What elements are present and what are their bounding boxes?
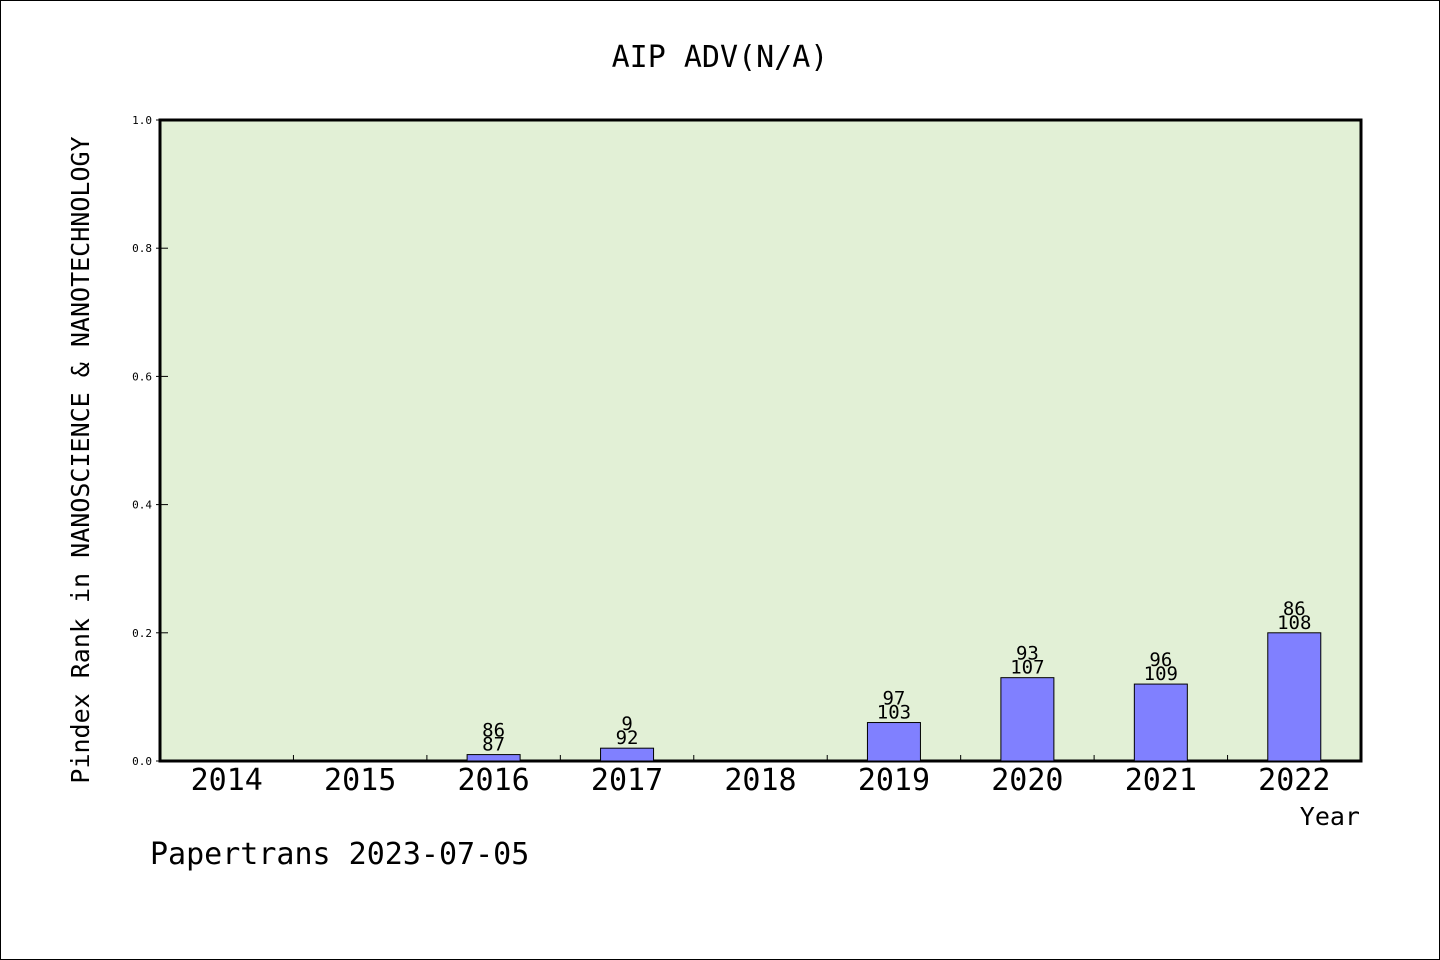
x-tick-label: 2021 xyxy=(1125,763,1197,798)
y-tick-label: 0.2 xyxy=(132,627,152,640)
bar xyxy=(866,722,921,762)
watermark-text: Papertrans 2023-07-05 xyxy=(150,837,529,872)
x-tick-label: 2022 xyxy=(1258,763,1330,798)
bar-label-top: 96 xyxy=(1149,649,1172,671)
bar-label-bottom: 108 xyxy=(1277,612,1311,634)
bar-label-top: 86 xyxy=(1283,598,1306,620)
bar xyxy=(600,747,655,762)
x-tick-label: 2020 xyxy=(991,763,1063,798)
y-tick-label: 0.8 xyxy=(132,242,152,255)
y-tick-label: 0.0 xyxy=(132,755,152,768)
bars xyxy=(466,632,1322,762)
x-tick-label: 2018 xyxy=(724,763,796,798)
bar-label-bottom: 109 xyxy=(1144,663,1178,685)
x-tick-label: 2014 xyxy=(191,763,263,798)
x-axis-label: Year xyxy=(1300,802,1360,831)
bar xyxy=(1133,683,1188,762)
y-tick-label: 0.6 xyxy=(132,370,152,383)
chart-title: AIP ADV(N/A) xyxy=(612,40,829,75)
x-tick-label: 2019 xyxy=(858,763,930,798)
x-tick-label: 2015 xyxy=(324,763,396,798)
y-axis-label: Pindex Rank in NANOSCIENCE & NANOTECHNOL… xyxy=(66,136,95,783)
bar-label-bottom: 92 xyxy=(616,727,639,749)
bar-label-bottom: 103 xyxy=(877,702,911,724)
bar-label-top: 86 xyxy=(482,720,505,742)
bar-label-top: 97 xyxy=(882,688,905,710)
bar xyxy=(1000,677,1055,762)
bar-label-top: 93 xyxy=(1016,643,1039,665)
y-tick-label: 1.0 xyxy=(132,114,152,127)
bar xyxy=(466,754,521,762)
plot-area xyxy=(158,118,1363,763)
y-axis-ticks: 0.0 0.2 0.4 0.6 0.8 1.0 xyxy=(132,114,168,768)
bar-label-top: 9 xyxy=(621,713,632,735)
bar-label-bottom: 87 xyxy=(482,734,505,756)
x-tick-label: 2017 xyxy=(591,763,663,798)
bar-label-bottom: 107 xyxy=(1010,657,1044,679)
x-tick-label: 2016 xyxy=(457,763,529,798)
y-tick-label: 0.4 xyxy=(132,499,152,512)
x-axis-ticks: 2014 2015 2016 2017 2018 2019 2020 2021 2022 xyxy=(191,755,1330,798)
bar xyxy=(1267,632,1322,762)
